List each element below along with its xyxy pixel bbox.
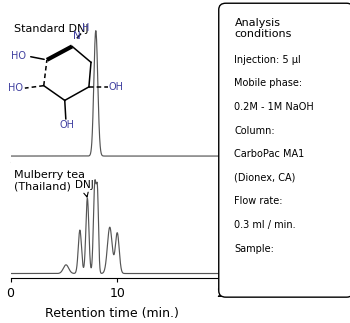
Text: Analysis
conditions: Analysis conditions	[234, 18, 292, 39]
Text: Column:: Column:	[234, 126, 275, 136]
Text: CarboPac MA1: CarboPac MA1	[234, 149, 305, 159]
Text: Retention time (min.): Retention time (min.)	[45, 307, 179, 320]
Text: Sample:: Sample:	[234, 244, 274, 254]
Text: Flow rate:: Flow rate:	[234, 196, 283, 206]
Text: Mulberry tea
(Thailand): Mulberry tea (Thailand)	[14, 170, 85, 192]
Text: OH: OH	[109, 82, 124, 92]
Text: DNJ: DNJ	[75, 180, 93, 197]
Text: Standard DNJ: Standard DNJ	[14, 24, 89, 34]
Text: HO: HO	[8, 83, 23, 93]
Text: H: H	[82, 23, 89, 33]
Text: Injection: 5 μl: Injection: 5 μl	[234, 55, 301, 65]
Text: Mobile phase:: Mobile phase:	[234, 78, 303, 89]
Text: 0.2M - 1M NaOH: 0.2M - 1M NaOH	[234, 102, 314, 112]
Text: HO: HO	[11, 51, 26, 61]
Text: (Dionex, CA): (Dionex, CA)	[234, 173, 296, 183]
Text: N: N	[73, 31, 81, 41]
Text: OH: OH	[60, 120, 74, 130]
Text: 0.3 ml / min.: 0.3 ml / min.	[234, 220, 296, 230]
